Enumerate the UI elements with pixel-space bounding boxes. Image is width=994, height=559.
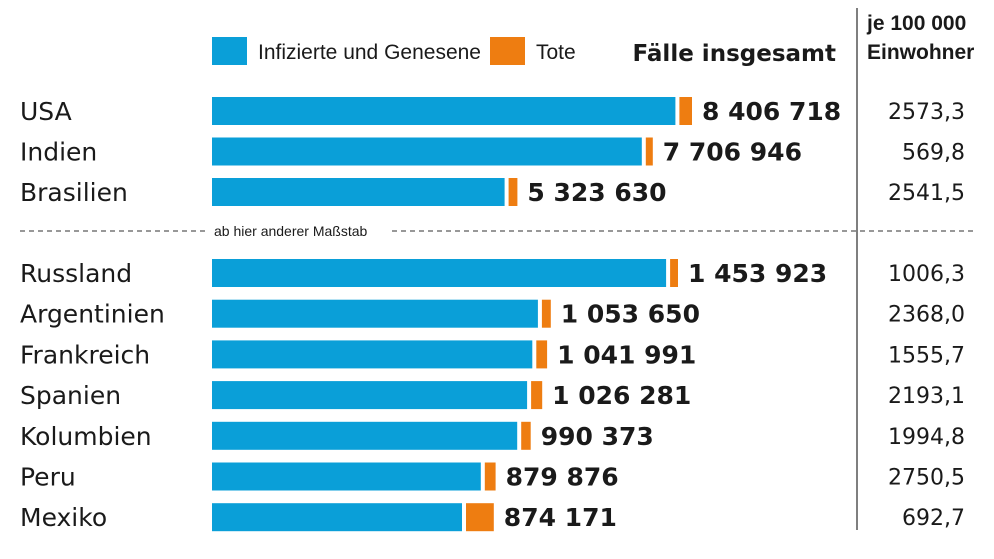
country-label: Argentinien (20, 300, 165, 329)
legend: Infizierte und Genesene Tote (212, 37, 576, 65)
bar-row: Peru 879 876 2750,5 (20, 462, 965, 492)
country-label: Russland (20, 259, 132, 288)
bar-deaths (531, 381, 543, 410)
total-label: 1 041 991 (557, 340, 696, 369)
bar-deaths (508, 178, 518, 206)
bar-infected (212, 97, 676, 125)
legend-label-infected: Infizierte und Genesene (258, 41, 481, 64)
total-label: 1 053 650 (561, 300, 700, 329)
country-label: Peru (20, 463, 76, 492)
total-column-heading: Fälle insgesamt (633, 41, 836, 67)
legend-label-deaths: Tote (536, 41, 576, 64)
per-capita-label: 2368,0 (888, 303, 965, 328)
scale-break-note: ab hier anderer Maßstab (214, 223, 368, 239)
bar-deaths (670, 259, 678, 287)
bar-deaths (536, 340, 548, 369)
country-label: Spanien (20, 381, 121, 410)
bar-row: Frankreich 1 041 991 1555,7 (20, 340, 965, 369)
total-label: 874 171 (504, 503, 617, 532)
per-capita-heading-line1: je 100 000 (866, 12, 966, 35)
total-label: 7 706 946 (663, 138, 802, 167)
bar-deaths (466, 503, 494, 532)
bar-infected (212, 259, 667, 287)
bar-row: Kolumbien 990 373 1994,8 (20, 421, 965, 451)
bar-infected (212, 503, 462, 532)
per-capita-label: 692,7 (902, 506, 965, 531)
bar-deaths (679, 97, 692, 125)
bar-deaths (645, 137, 653, 166)
bar-infected (212, 381, 528, 410)
total-label: 990 373 (541, 422, 654, 451)
total-label: 1 026 281 (552, 381, 691, 410)
per-capita-label: 2541,5 (888, 181, 965, 206)
bar-deaths (541, 299, 551, 328)
per-capita-label: 1994,8 (888, 425, 965, 450)
bar-rows: USA 8 406 718 2573,3 Indien 7 706 946 569,8 Br… (20, 97, 965, 532)
bar-infected (212, 299, 538, 328)
per-capita-label: 2573,3 (888, 100, 965, 125)
bar-infected (212, 421, 518, 450)
per-capita-label: 2193,1 (888, 384, 965, 409)
total-label: 1 453 923 (688, 259, 827, 288)
bar-row: Spanien 1 026 281 2193,1 (20, 381, 965, 410)
country-label: Brasilien (20, 178, 128, 207)
bar-infected (212, 178, 505, 206)
bar-deaths (484, 462, 496, 491)
bar-infected (212, 462, 481, 491)
total-label: 5 323 630 (527, 178, 666, 207)
legend-swatch-deaths (490, 37, 525, 65)
bar-row: Mexiko 874 171 692,7 (20, 503, 965, 532)
bar-row: Brasilien 5 323 630 2541,5 (20, 178, 965, 207)
per-capita-label: 2750,5 (888, 466, 965, 491)
total-label: 8 406 718 (702, 97, 841, 126)
country-label: Mexiko (20, 503, 107, 532)
bar-row: Indien 7 706 946 569,8 (20, 137, 965, 167)
country-label: Frankreich (20, 340, 150, 369)
per-capita-heading-line2: Einwohner (867, 41, 974, 64)
bar-row: Argentinien 1 053 650 2368,0 (20, 299, 965, 329)
bar-row: USA 8 406 718 2573,3 (20, 97, 965, 126)
per-capita-label: 1555,7 (888, 343, 965, 368)
country-label: USA (20, 97, 72, 126)
total-label: 879 876 (506, 463, 619, 492)
bar-infected (212, 137, 642, 166)
country-label: Kolumbien (20, 422, 152, 451)
bar-infected (212, 340, 533, 369)
per-capita-label: 569,8 (902, 141, 965, 166)
bar-row: Russland 1 453 923 1006,3 (20, 259, 965, 288)
legend-swatch-infected (212, 37, 247, 65)
per-capita-label: 1006,3 (888, 262, 965, 287)
country-label: Indien (20, 138, 97, 167)
bar-deaths (521, 421, 531, 450)
